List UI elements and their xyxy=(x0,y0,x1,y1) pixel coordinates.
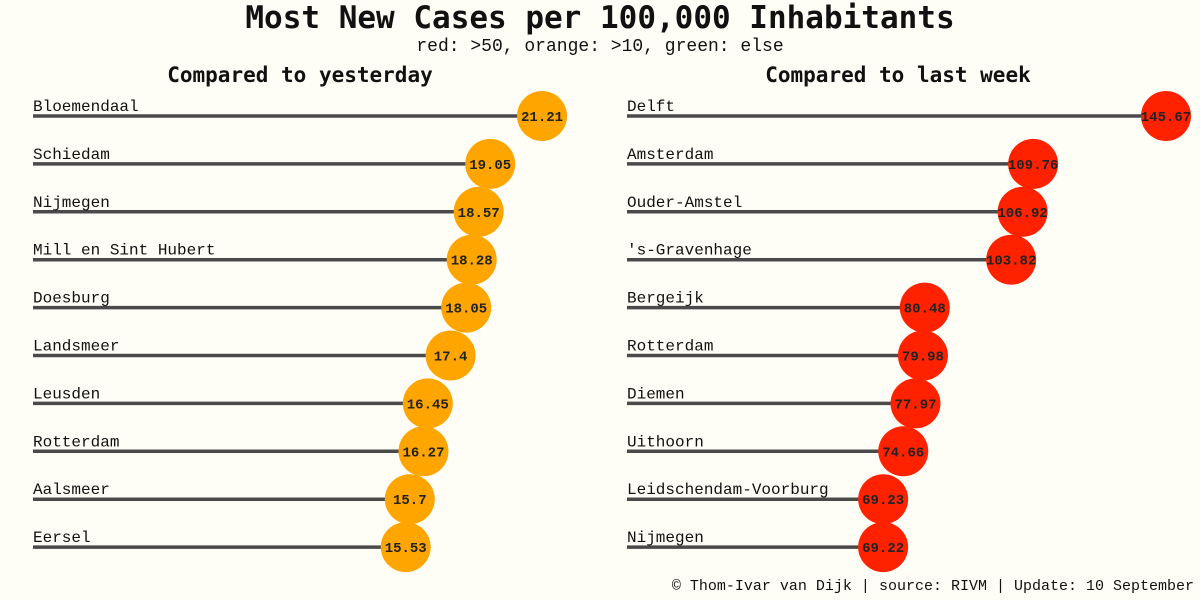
value-label-yesterday-7: 16.27 xyxy=(402,445,444,461)
value-label-last-week-1: 109.76 xyxy=(1008,158,1058,174)
dot-yesterday-5 xyxy=(425,330,476,381)
value-label-yesterday-8: 15.7 xyxy=(393,493,427,509)
value-label-yesterday-2: 18.57 xyxy=(458,206,500,222)
category-label-last-week-6: Diemen xyxy=(627,385,685,403)
dot-last-week-8 xyxy=(858,474,909,525)
category-label-last-week-2: Ouder-Amstel xyxy=(627,194,742,212)
value-label-last-week-2: 106.92 xyxy=(997,206,1047,222)
category-label-yesterday-8: Aalsmeer xyxy=(33,481,110,499)
value-label-yesterday-5: 17.4 xyxy=(434,350,468,366)
chart-footer: © Thom-Ivar van Dijk | source: RIVM | Up… xyxy=(671,578,1194,595)
category-label-last-week-7: Uithoorn xyxy=(627,433,704,451)
value-label-last-week-3: 103.82 xyxy=(986,254,1036,270)
panel-title-last-week: Compared to last week xyxy=(765,63,1031,87)
category-label-last-week-4: Bergeijk xyxy=(627,290,704,308)
dot-last-week-7 xyxy=(878,426,929,477)
category-label-yesterday-4: Doesburg xyxy=(33,290,110,308)
value-label-last-week-6: 77.97 xyxy=(894,397,936,413)
category-label-yesterday-7: Rotterdam xyxy=(33,433,119,451)
value-label-yesterday-0: 21.21 xyxy=(521,110,563,126)
category-label-yesterday-0: Bloemendaal xyxy=(33,98,139,116)
dot-last-week-6 xyxy=(890,378,941,429)
dot-last-week-0 xyxy=(1141,91,1191,141)
dot-yesterday-0 xyxy=(517,91,568,141)
category-label-last-week-9: Nijmegen xyxy=(627,529,704,547)
dot-last-week-1 xyxy=(1008,138,1059,189)
dot-yesterday-3 xyxy=(446,234,497,285)
dot-yesterday-7 xyxy=(398,426,449,477)
category-label-yesterday-6: Leusden xyxy=(33,385,100,403)
category-label-yesterday-2: Nijmegen xyxy=(33,194,110,212)
value-label-yesterday-6: 16.45 xyxy=(407,397,449,413)
dot-yesterday-2 xyxy=(453,186,504,237)
dot-last-week-9 xyxy=(858,522,909,573)
dot-last-week-2 xyxy=(997,186,1048,237)
dot-yesterday-4 xyxy=(441,282,492,333)
dot-yesterday-1 xyxy=(465,138,516,189)
value-label-last-week-4: 80.48 xyxy=(904,302,946,318)
value-label-last-week-9: 69.22 xyxy=(862,541,904,557)
category-label-last-week-3: 's-Gravenhage xyxy=(627,242,752,260)
chart-title: Most New Cases per 100,000 Inhabitants xyxy=(245,0,955,36)
panel-last-week: Delft 145.67 Amsterdam 109.76 Ouder-Amstel 10… xyxy=(627,91,1191,573)
dot-last-week-5 xyxy=(897,330,948,381)
dot-yesterday-9 xyxy=(380,522,431,573)
chart-subtitle: red: >50, orange: >10, green: else xyxy=(416,37,784,57)
dot-last-week-4 xyxy=(899,282,950,333)
category-label-yesterday-5: Landsmeer xyxy=(33,338,119,356)
value-label-last-week-7: 74.66 xyxy=(882,445,924,461)
value-label-yesterday-3: 18.28 xyxy=(451,254,493,270)
category-label-last-week-1: Amsterdam xyxy=(627,146,713,164)
panel-yesterday: Bloemendaal 21.21 Schiedam 19.05 Nijmegen 18.… xyxy=(33,91,568,573)
dot-yesterday-6 xyxy=(402,378,453,429)
category-label-last-week-8: Leidschendam-Voorburg xyxy=(627,481,829,499)
value-label-last-week-0: 145.67 xyxy=(1141,110,1191,126)
value-label-last-week-8: 69.23 xyxy=(862,493,904,509)
panel-title-yesterday: Compared to yesterday xyxy=(167,63,433,87)
value-label-yesterday-4: 18.05 xyxy=(445,302,487,318)
category-label-yesterday-1: Schiedam xyxy=(33,146,110,164)
value-label-yesterday-1: 19.05 xyxy=(469,158,511,174)
dot-last-week-3 xyxy=(986,234,1037,285)
value-label-yesterday-9: 15.53 xyxy=(385,541,427,557)
category-label-yesterday-9: Eersel xyxy=(33,529,91,547)
category-label-yesterday-3: Mill en Sint Hubert xyxy=(33,242,215,260)
value-label-last-week-5: 79.98 xyxy=(902,350,944,366)
dot-yesterday-8 xyxy=(384,474,435,525)
category-label-last-week-0: Delft xyxy=(627,98,675,116)
category-label-last-week-5: Rotterdam xyxy=(627,338,713,356)
